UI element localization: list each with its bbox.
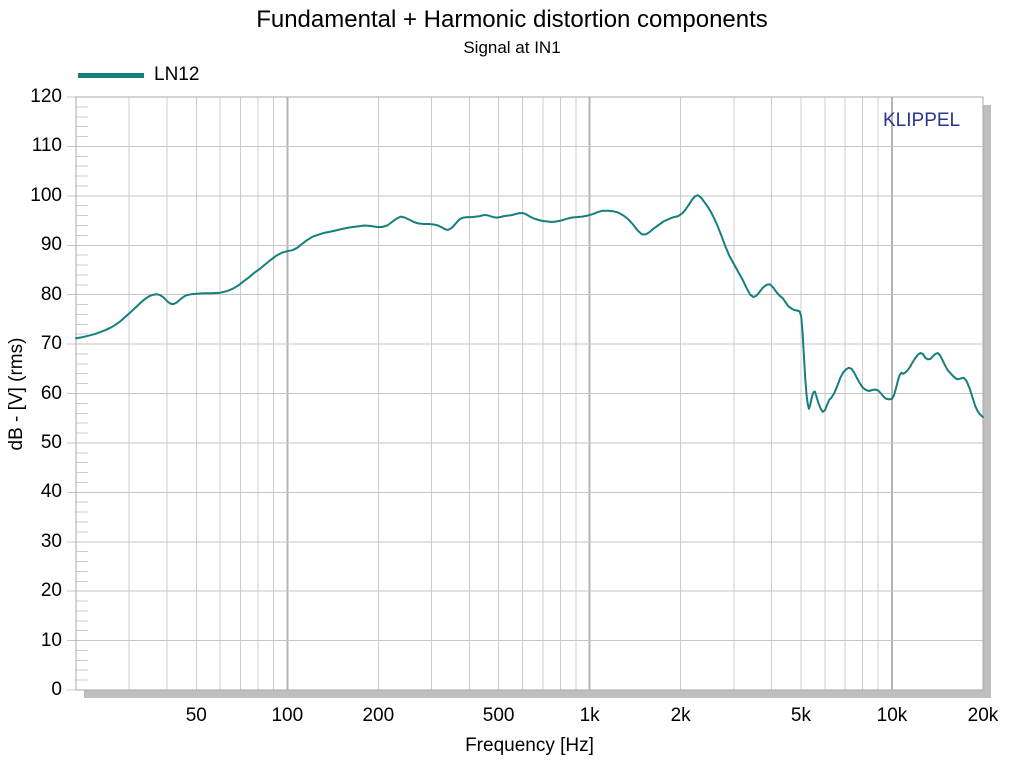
y-tick-label: 20 <box>40 580 62 602</box>
legend: LN12 <box>78 64 199 86</box>
x-tick-label: 5k <box>790 705 811 726</box>
y-tick-label: 30 <box>40 530 62 552</box>
x-tick-label: 500 <box>482 705 515 726</box>
y-tick-label: 80 <box>40 283 62 305</box>
klippel-watermark: KLIPPEL <box>883 110 961 131</box>
y-tick-label: 40 <box>40 481 62 503</box>
x-axis-title: Frequency [Hz] <box>465 735 594 756</box>
y-tick-label: 110 <box>31 135 62 157</box>
x-tick-label: 100 <box>271 705 304 726</box>
chart-subtitle: Signal at IN1 <box>463 38 561 57</box>
x-tick-label: 20k <box>967 705 999 726</box>
legend-series-label: LN12 <box>154 64 200 85</box>
chart-title: Fundamental + Harmonic distortion compon… <box>256 6 768 33</box>
x-tick-label: 1k <box>579 705 600 726</box>
y-axis-title: dB - [V] (rms) <box>6 337 27 451</box>
y-tick-label: 70 <box>40 333 62 355</box>
x-tick-label: 50 <box>185 705 207 726</box>
y-tick-label: 90 <box>40 234 62 256</box>
x-tick-label: 10k <box>876 705 908 726</box>
x-tick-label: 200 <box>362 705 395 726</box>
y-tick-label: 120 <box>30 86 62 107</box>
y-tick-label: 10 <box>40 629 62 651</box>
y-tick-label: 0 <box>51 679 62 700</box>
y-tick-label: 60 <box>40 382 62 404</box>
y-tick-label: 100 <box>30 184 62 206</box>
legend-line-swatch <box>78 72 144 78</box>
y-tick-label: 50 <box>40 431 62 453</box>
x-tick-label: 2k <box>670 705 691 726</box>
